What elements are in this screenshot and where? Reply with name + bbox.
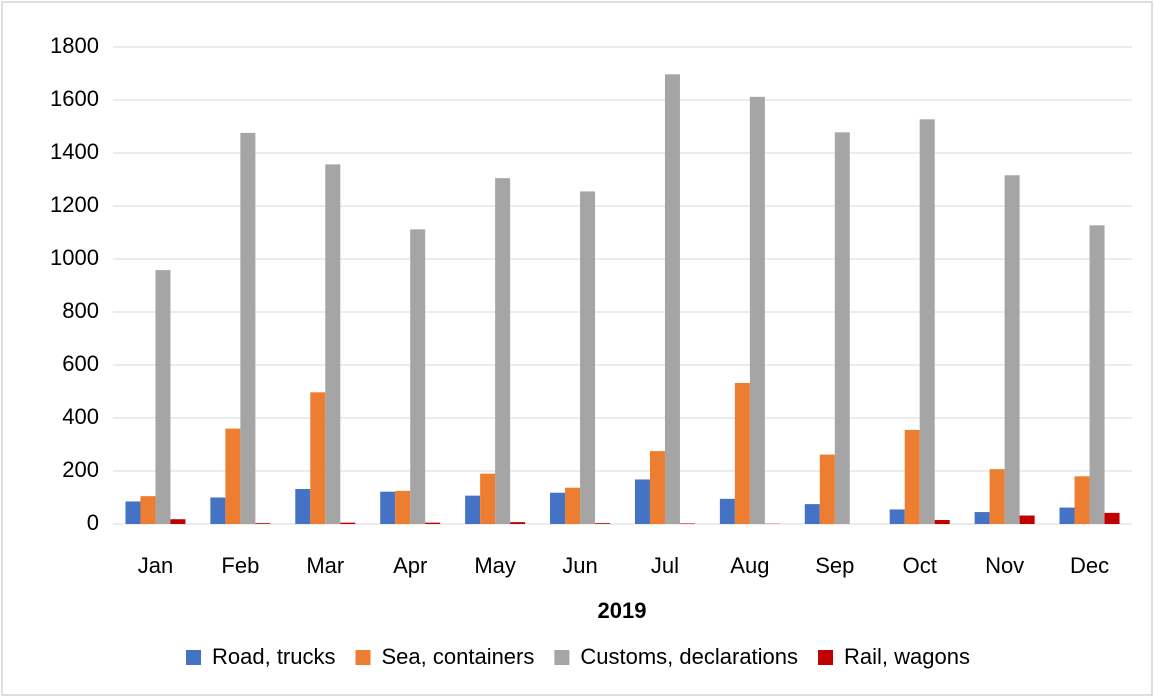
legend-label: Customs, declarations: [580, 644, 798, 669]
y-tick-label: 1800: [50, 33, 99, 58]
x-tick-label: Aug: [730, 553, 769, 578]
x-tick-label: Jun: [562, 553, 597, 578]
bar: [804, 504, 820, 524]
bar: [1004, 175, 1020, 524]
bar: [380, 491, 396, 524]
x-axis-label: 2019: [598, 598, 647, 623]
bar: [240, 132, 256, 525]
bar: [170, 519, 186, 524]
bar: [1019, 515, 1035, 524]
bar: [140, 496, 156, 524]
bar: [819, 454, 835, 524]
x-tick-label: Oct: [903, 553, 937, 578]
bar: [1074, 476, 1090, 524]
legend-swatch: [818, 650, 834, 665]
y-tick-label: 1200: [50, 192, 99, 217]
bar: [749, 96, 765, 524]
bar: [510, 522, 526, 524]
bar: [974, 512, 990, 524]
y-tick-label: 600: [62, 351, 99, 376]
legend-label: Rail, wagons: [844, 644, 970, 669]
legend-swatch: [186, 650, 202, 665]
bar: [410, 229, 426, 524]
bar: [550, 492, 566, 524]
bar: [934, 520, 950, 524]
bar: [595, 523, 611, 524]
bar: [310, 392, 326, 524]
bar: [255, 523, 271, 524]
bar: [919, 119, 935, 524]
bar: [580, 191, 596, 525]
x-tick-label: Nov: [985, 553, 1024, 578]
bar: [904, 429, 920, 524]
bar: [155, 270, 171, 524]
x-tick-label: Feb: [221, 553, 259, 578]
x-tick-label: Jan: [138, 553, 173, 578]
y-tick-label: 800: [62, 298, 99, 323]
bar: [649, 451, 665, 524]
y-tick-label: 1400: [50, 139, 99, 164]
x-tick-label: Jul: [651, 553, 679, 578]
bar: [1059, 507, 1075, 524]
y-tick-label: 400: [62, 404, 99, 429]
bar: [565, 487, 581, 524]
bar: [719, 498, 735, 524]
legend-label: Sea, containers: [382, 644, 535, 669]
bar: [340, 522, 356, 524]
x-tick-label: Mar: [306, 553, 344, 578]
legend-swatch: [355, 650, 371, 665]
bar: [679, 523, 695, 524]
bar: [634, 479, 650, 524]
x-tick-label: May: [474, 553, 516, 578]
bar: [325, 164, 341, 524]
legend-swatch: [554, 650, 570, 665]
bar: [664, 74, 680, 525]
bar: [395, 490, 411, 524]
legend-label: Road, trucks: [212, 644, 336, 669]
x-tick-label: Apr: [393, 553, 427, 578]
bar: [495, 178, 511, 525]
bar: [989, 469, 1005, 524]
bar: [125, 501, 141, 524]
y-tick-label: 1000: [50, 245, 99, 270]
y-tick-label: 200: [62, 457, 99, 482]
bar: [834, 132, 850, 524]
bar: [295, 489, 311, 524]
bar: [225, 428, 241, 524]
bar: [465, 495, 481, 524]
bar: [1089, 225, 1105, 524]
y-tick-label: 0: [87, 510, 99, 535]
bar: [889, 509, 905, 524]
bar: [425, 522, 441, 524]
bar: [210, 497, 226, 524]
bar: [1104, 512, 1120, 524]
bar: [734, 383, 750, 524]
y-tick-label: 1600: [50, 86, 99, 111]
x-tick-label: Sep: [815, 553, 854, 578]
x-tick-label: Dec: [1070, 553, 1109, 578]
bar: [480, 473, 496, 524]
